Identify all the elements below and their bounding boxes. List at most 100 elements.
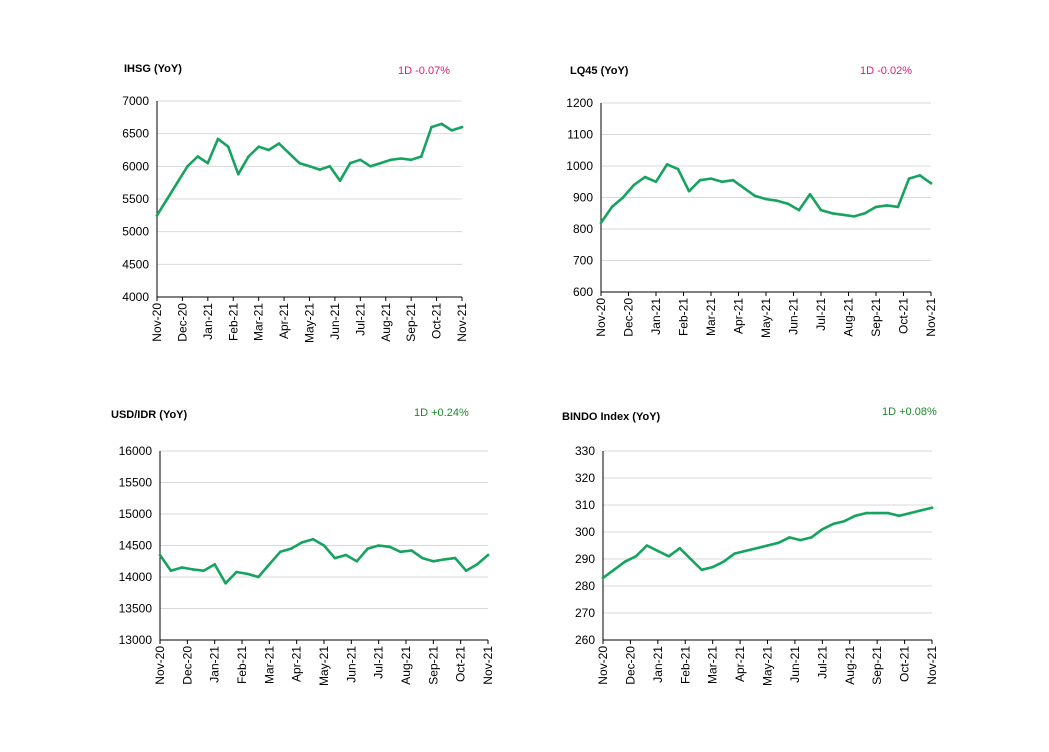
usdidr-data-point xyxy=(224,582,227,585)
usdidr-data-point xyxy=(421,556,424,560)
ihsg-data-point xyxy=(359,158,362,162)
lq45-data-point xyxy=(764,197,768,201)
ihsg-y-tick-label: 4500 xyxy=(122,257,149,271)
ihsg-title: IHSG (YoY) xyxy=(124,63,182,75)
bindo-x-tick-label: Oct-21 xyxy=(898,646,912,682)
bindo-x-tick-label: Mar-21 xyxy=(706,646,720,684)
ihsg-x-tick-label: Jan-21 xyxy=(201,303,215,340)
ihsg-data-point xyxy=(328,165,332,168)
usdidr-x-tick-label: Nov-21 xyxy=(481,646,495,685)
lq45-x-tick-label: May-21 xyxy=(759,298,773,338)
usdidr-data-point xyxy=(246,572,249,576)
ihsg-x-tick-label: Dec-20 xyxy=(175,303,189,342)
bindo-data-point xyxy=(788,536,791,539)
lq45-data-point xyxy=(841,213,845,217)
ihsg-data-point xyxy=(440,122,444,126)
usdidr-data-point xyxy=(202,569,205,572)
ihsg-y-tick-label: 5000 xyxy=(122,225,149,239)
lq45-data-point xyxy=(830,212,834,215)
usdidr-data-point xyxy=(443,558,446,561)
ihsg-data-point xyxy=(318,168,322,171)
bindo-data-point xyxy=(601,576,605,580)
usdidr-x-tick-label: Jul-21 xyxy=(372,646,386,679)
bindo-y-tick-label: 270 xyxy=(575,606,595,620)
ihsg-data-point xyxy=(450,129,454,132)
bindo-x-tick-label: Jun-21 xyxy=(788,646,802,683)
lq45-x-tick-label: Feb-21 xyxy=(677,298,691,336)
lq45-data-point xyxy=(786,202,790,206)
usdidr-data-point xyxy=(235,570,238,574)
bindo-data-point xyxy=(886,511,890,515)
bindo-plot: 260 270 280 290 300 310 320 330 Nov-20 Dec-20 Jan-… xyxy=(575,444,939,686)
ihsg-x-tick-label: May-21 xyxy=(303,303,317,343)
usdidr-x-tick-label: Mar-21 xyxy=(262,646,276,684)
lq45-x-tick-label: Nov-20 xyxy=(594,298,608,337)
ihsg-data-point xyxy=(298,161,301,165)
usdidr-data-point xyxy=(366,547,370,550)
lq45-data-point xyxy=(654,180,658,184)
lq45-y-tick-label: 600 xyxy=(573,285,593,299)
ihsg-data-point xyxy=(237,172,240,176)
lq45-y-tick-label: 1000 xyxy=(566,159,593,173)
usdidr-data-point xyxy=(388,545,391,549)
usdidr-data-point xyxy=(464,569,468,572)
usdidr-y-tick-label: 13000 xyxy=(119,633,153,647)
ihsg-x-tick-label: Mar-21 xyxy=(252,303,266,341)
lq45-plot: 600 700 800 900 1000 1100 1200 Nov-20 Dec-20 Jan-… xyxy=(566,96,938,338)
bindo-x-tick-label: Nov-20 xyxy=(596,646,610,685)
ihsg-data-point xyxy=(409,158,413,162)
ihsg-data-point xyxy=(389,158,393,162)
bindo-data-point xyxy=(755,546,758,550)
usdidr-x-tick-label: Oct-21 xyxy=(454,646,468,682)
usdidr-data-point xyxy=(257,575,260,579)
bindo-data-point xyxy=(711,565,714,569)
bindo-data-point xyxy=(853,514,857,518)
lq45-data-point xyxy=(599,221,603,224)
ihsg-y-tick-label: 6000 xyxy=(122,159,149,173)
bindo-data-point xyxy=(864,511,868,515)
lq45-data-point xyxy=(797,208,801,212)
lq45-data-point xyxy=(863,212,867,215)
bindo-x-tick-label: Feb-21 xyxy=(678,646,692,684)
lq45-data-point xyxy=(632,183,636,187)
usdidr-data-point xyxy=(333,556,337,560)
bindo-data-point xyxy=(645,544,649,547)
bindo-data-point xyxy=(667,555,671,558)
lq45-y-tick-label: 800 xyxy=(573,222,593,236)
lq45-x-tick-label: Aug-21 xyxy=(842,298,856,337)
lq45-x-tick-label: Oct-21 xyxy=(897,298,911,334)
lq45-data-point xyxy=(687,189,691,193)
usdidr-data-point xyxy=(169,569,173,572)
ihsg-data-point xyxy=(277,142,281,145)
usdidr-x-tick-label: May-21 xyxy=(317,646,331,686)
ihsg-x-tick-label: Feb-21 xyxy=(226,303,240,341)
bindo-data-point xyxy=(744,549,747,553)
usdidr-data-point xyxy=(322,544,326,547)
usdidr-x-tick-label: Dec-20 xyxy=(180,646,194,685)
bindo-data-point xyxy=(612,568,616,572)
ihsg-data-point xyxy=(176,181,179,184)
lq45-data-point xyxy=(731,178,735,182)
ihsg-data-point xyxy=(430,125,433,129)
ihsg-x-tick-label: Jun-21 xyxy=(328,303,342,340)
bindo-data-point xyxy=(689,557,692,561)
lq45-data-point xyxy=(643,175,647,179)
lq45-change: 1D -0.02% xyxy=(860,65,912,77)
ihsg-series-line xyxy=(155,122,464,217)
bindo-series-line xyxy=(601,506,934,580)
ihsg-y-tick-label: 6500 xyxy=(122,127,149,141)
lq45-x-tick-label: Jan-21 xyxy=(649,298,663,335)
bindo-data-point xyxy=(930,506,934,510)
bindo-change: 1D +0.08% xyxy=(882,406,937,418)
lq45-data-point xyxy=(698,178,702,182)
ihsg-data-point xyxy=(196,155,199,158)
usdidr-data-point xyxy=(453,556,457,560)
ihsg-data-point xyxy=(369,165,372,168)
lq45-data-point xyxy=(665,163,669,166)
usdidr-data-point xyxy=(311,537,315,541)
lq45-data-point xyxy=(874,205,878,209)
ihsg-data-point xyxy=(155,214,159,217)
usdidr-data-point xyxy=(344,553,348,557)
lq45-data-point xyxy=(753,194,757,198)
